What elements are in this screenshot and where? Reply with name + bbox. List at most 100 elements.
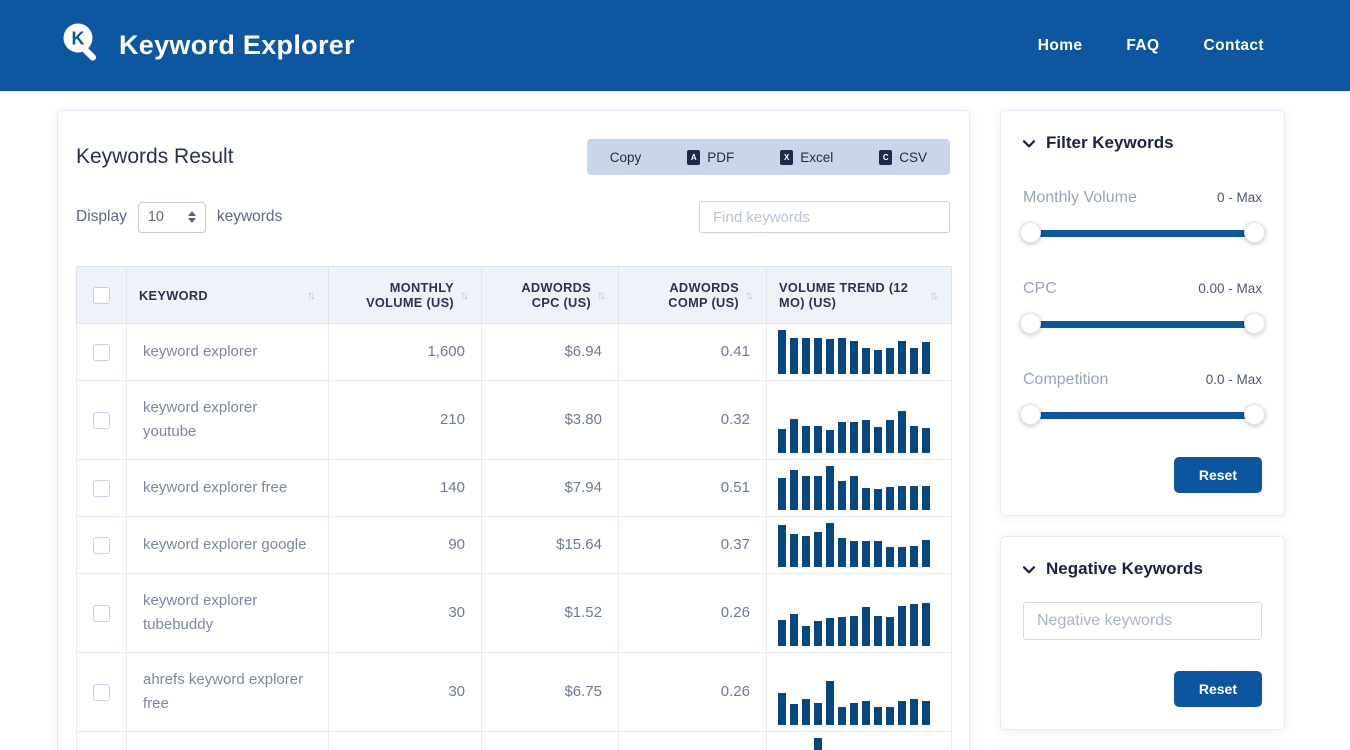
column-header-adwords-cpc[interactable]: ADWORDS CPC (US) ↑↓: [481, 266, 619, 324]
cpc-cell: [481, 731, 619, 750]
app-header: K Keyword Explorer Home FAQ Contact: [0, 0, 1350, 91]
keyword-cell: keyword explorer google: [126, 516, 329, 574]
comp-cell: 0.41: [618, 323, 767, 381]
chevron-down-icon: [1022, 559, 1036, 579]
slider-handle-max[interactable]: [1244, 404, 1265, 425]
slider-track[interactable]: [1025, 412, 1260, 419]
pdf-file-icon: A: [687, 149, 701, 165]
table-row: keyword explorer youtube 210 $3.80 0.32: [76, 380, 952, 460]
volume-cell: 30: [328, 573, 482, 653]
page-length-select[interactable]: 10: [137, 201, 206, 233]
row-checkbox[interactable]: [93, 343, 110, 361]
comp-cell: 0.37: [618, 516, 767, 574]
csv-export-button[interactable]: C CSV: [856, 139, 950, 175]
nav-contact[interactable]: Contact: [1203, 36, 1264, 54]
volume-trend-chart: [778, 523, 940, 567]
nav-home[interactable]: Home: [1037, 36, 1083, 54]
filter-label: Monthly Volume: [1023, 189, 1137, 206]
comp-cell: 0.26: [618, 573, 767, 653]
sort-icon[interactable]: ↑↓: [745, 288, 754, 302]
row-checkbox[interactable]: [93, 683, 110, 701]
display-suffix: keywords: [216, 208, 283, 225]
slider-handle-min[interactable]: [1020, 404, 1041, 425]
volume-trend-chart: [778, 602, 940, 646]
table-row: keyword explorer 1,600 $6.94 0.41: [76, 323, 952, 381]
column-header-keyword[interactable]: KEYWORD ↑↓: [126, 266, 329, 324]
cpc-cell: $1.52: [481, 573, 619, 653]
sort-icon[interactable]: ↑↓: [930, 288, 939, 302]
row-checkbox[interactable]: [93, 411, 110, 429]
slider-handle-max[interactable]: [1244, 222, 1265, 243]
table-row: keyword explorer google 90 $15.64 0.37: [76, 516, 952, 574]
cpc-slider: [1020, 313, 1265, 335]
copy-button[interactable]: Copy: [587, 139, 665, 175]
magnifier-k-logo-icon: K: [57, 19, 105, 72]
filter-keywords-panel: Filter Keywords Monthly Volume 0 - Max C…: [1000, 110, 1285, 516]
sort-icon[interactable]: ↑↓: [460, 288, 469, 302]
volume-trend-chart: [778, 681, 940, 725]
competition-filter: Competition 0.0 - Max: [1020, 371, 1265, 426]
volume-cell: [328, 731, 482, 750]
brand[interactable]: K Keyword Explorer: [57, 19, 355, 72]
cpc-cell: $6.75: [481, 652, 619, 732]
negative-reset-button[interactable]: Reset: [1173, 671, 1262, 707]
select-arrows-icon: [187, 211, 196, 223]
svg-text:K: K: [72, 29, 85, 49]
volume-trend-chart: [778, 330, 940, 374]
main-nav: Home FAQ Contact: [1038, 37, 1264, 55]
excel-export-button[interactable]: X Excel: [757, 139, 856, 175]
table-row: ahrefs keyword explorer free 30 $6.75 0.…: [76, 652, 952, 732]
row-checkbox[interactable]: [93, 604, 110, 622]
filter-keywords-toggle[interactable]: Filter Keywords: [1022, 133, 1262, 153]
comp-cell: 0.32: [618, 380, 767, 460]
negative-keywords-panel: Negative Keywords Reset: [1000, 536, 1285, 730]
column-header-monthly-volume[interactable]: MONTHLY VOLUME (US) ↑↓: [328, 266, 482, 324]
slider-track[interactable]: [1025, 321, 1260, 328]
column-header-adwords-comp[interactable]: ADWORDS COMP (US) ↑↓: [618, 266, 767, 324]
cpc-cell: $6.94: [481, 323, 619, 381]
negative-keywords-toggle[interactable]: Negative Keywords: [1022, 559, 1262, 579]
keywords-table: KEYWORD ↑↓ MONTHLY VOLUME (US) ↑↓ ADWORD…: [76, 266, 952, 750]
keyword-cell: keyword explorer free: [126, 459, 329, 517]
excel-file-icon: X: [780, 149, 794, 165]
comp-cell: 0.51: [618, 459, 767, 517]
volume-trend-chart: [778, 409, 940, 453]
pdf-export-button[interactable]: A PDF: [664, 139, 757, 175]
slider-track[interactable]: [1025, 230, 1260, 237]
filter-range-value: 0.00 - Max: [1198, 281, 1262, 296]
sort-icon[interactable]: ↑↓: [307, 288, 316, 302]
filter-reset-button[interactable]: Reset: [1173, 457, 1262, 493]
table-row: keyword explorer: [76, 731, 952, 750]
row-checkbox[interactable]: [93, 536, 110, 554]
keyword-cell: keyword explorer tubebuddy: [126, 573, 329, 653]
page-title: Keywords Result: [76, 145, 234, 168]
negative-keywords-input[interactable]: [1023, 602, 1262, 640]
slider-handle-min[interactable]: [1020, 313, 1041, 334]
column-header-volume-trend[interactable]: VOLUME TREND (12 MO) (US) ↑↓: [766, 266, 952, 324]
display-label: Display: [76, 208, 127, 225]
row-checkbox[interactable]: [93, 479, 110, 497]
nav-faq[interactable]: FAQ: [1126, 36, 1160, 54]
keyword-cell: keyword explorer youtube: [126, 380, 329, 460]
filter-label: Competition: [1023, 371, 1109, 388]
slider-handle-max[interactable]: [1244, 313, 1265, 334]
volume-cell: 90: [328, 516, 482, 574]
csv-file-icon: C: [879, 149, 893, 165]
table-row: keyword explorer free 140 $7.94 0.51: [76, 459, 952, 517]
cpc-cell: $3.80: [481, 380, 619, 460]
sort-icon[interactable]: ↑↓: [597, 288, 606, 302]
display-length-control: Display 10 keywords: [76, 201, 283, 233]
select-all-checkbox[interactable]: [93, 286, 110, 304]
keyword-cell: keyword explorer: [126, 731, 329, 750]
app-title: Keyword Explorer: [119, 30, 355, 60]
competition-slider: [1020, 404, 1265, 426]
comp-cell: 0.26: [618, 652, 767, 732]
volume-cell: 30: [328, 652, 482, 732]
keywords-result-panel: Keywords Result Copy A PDF X Excel C CSV: [57, 110, 970, 750]
keyword-cell: ahrefs keyword explorer free: [126, 652, 329, 732]
slider-handle-min[interactable]: [1020, 222, 1041, 243]
chevron-down-icon: [1022, 133, 1036, 153]
filters-sidebar: Filter Keywords Monthly Volume 0 - Max C…: [1000, 110, 1285, 750]
find-keywords-input[interactable]: [699, 201, 950, 233]
volume-trend-chart: [778, 466, 940, 510]
